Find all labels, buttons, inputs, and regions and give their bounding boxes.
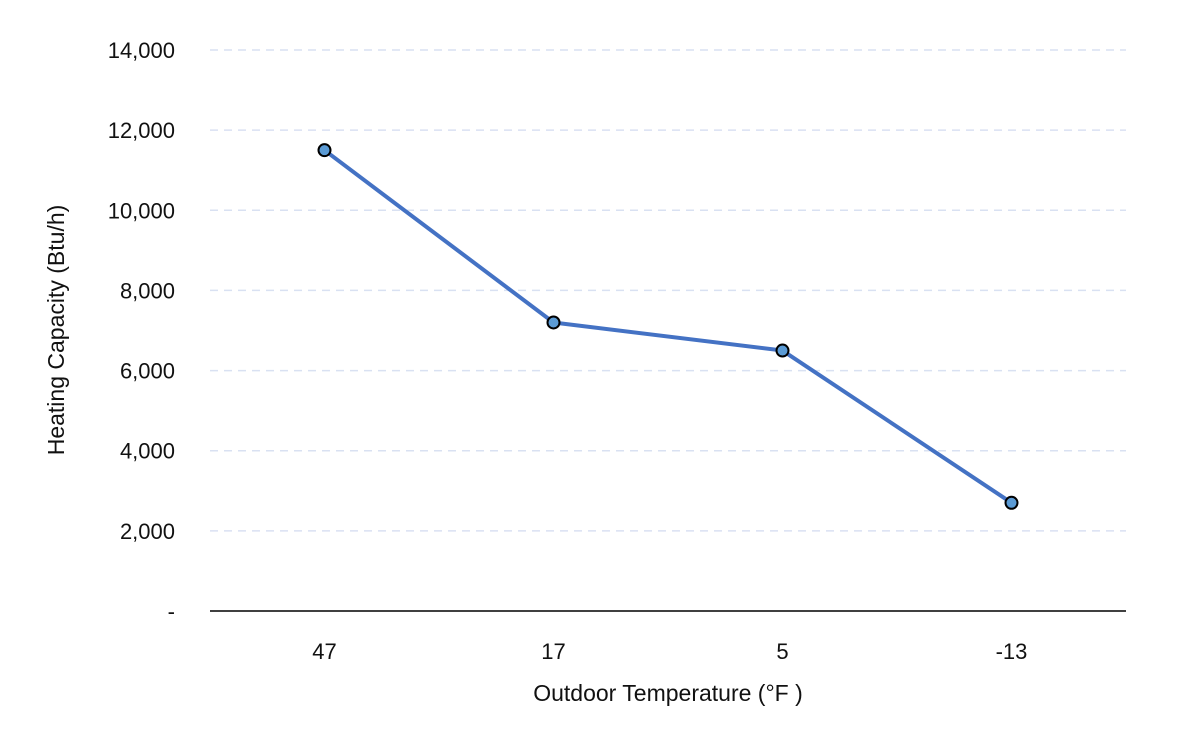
y-tick-label: 4,000 xyxy=(120,439,175,464)
x-tick-label: 47 xyxy=(312,639,336,664)
data-point xyxy=(775,343,790,358)
y-tick-label: 8,000 xyxy=(120,278,175,303)
y-tick-label: - xyxy=(168,599,175,624)
y-axis-label: Heating Capacity (Btu/h) xyxy=(43,205,69,456)
series-group xyxy=(317,143,1019,510)
y-tick-label: 6,000 xyxy=(120,359,175,384)
gridlines xyxy=(210,49,1126,532)
data-point xyxy=(317,143,332,158)
y-tick-label: 12,000 xyxy=(108,118,175,143)
x-tick-label: 5 xyxy=(776,639,788,664)
x-tick-labels: 47 17 5 -13 xyxy=(312,639,1027,664)
series-line xyxy=(323,148,1013,505)
x-tick-label: 17 xyxy=(541,639,565,664)
data-point xyxy=(1004,495,1019,510)
y-tick-label: 14,000 xyxy=(108,38,175,63)
x-tick-label: -13 xyxy=(996,639,1028,664)
y-tick-labels: - 2,000 4,000 6,000 8,000 10,000 12,000 14,000 xyxy=(108,38,175,624)
y-tick-label: 10,000 xyxy=(108,198,175,223)
x-axis-label: Outdoor Temperature (°F ) xyxy=(533,680,803,706)
data-point xyxy=(546,315,561,330)
y-tick-label: 2,000 xyxy=(120,519,175,544)
